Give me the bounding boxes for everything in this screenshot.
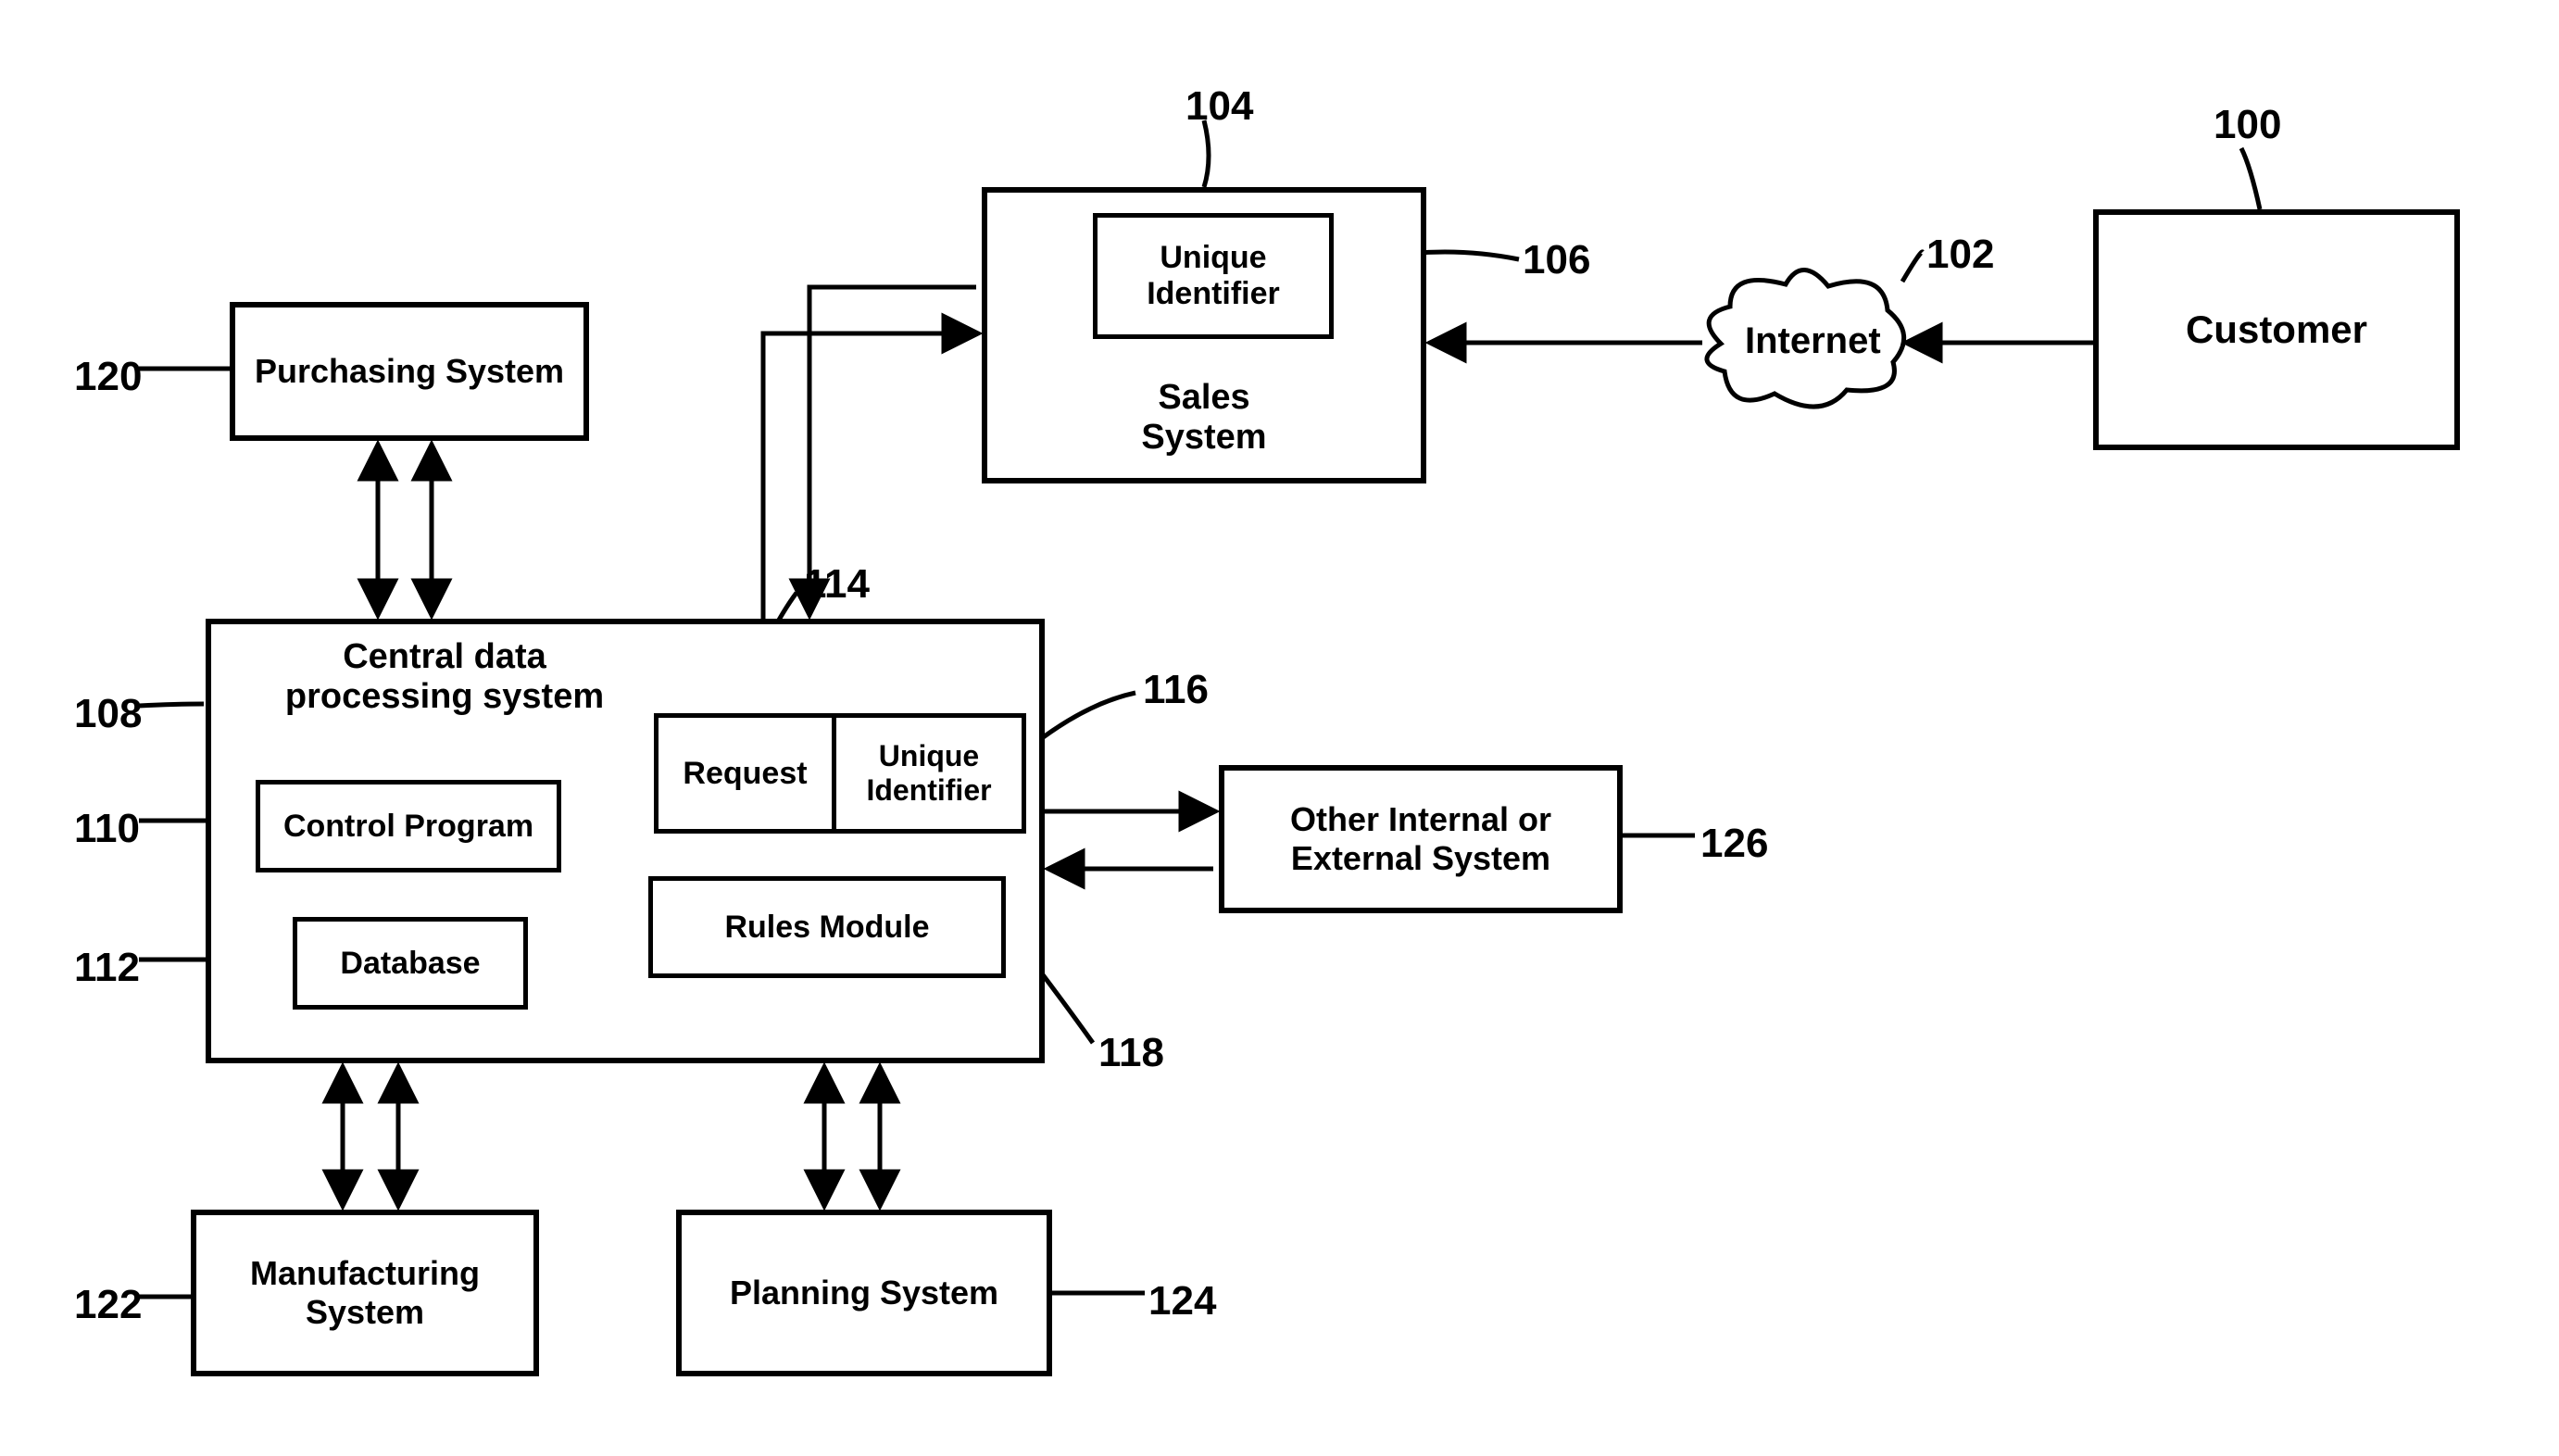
ref-116: 116: [1143, 667, 1209, 713]
ref-126: 126: [1700, 821, 1768, 867]
ref-122: 122: [74, 1282, 142, 1328]
ref-106: 106: [1523, 237, 1590, 283]
internet-label: Internet: [1745, 320, 1881, 362]
manufacturing-system-box: Manufacturing System: [191, 1210, 539, 1376]
system-diagram: Customer Internet Sales System Unique Id…: [0, 0, 2559, 1456]
unique-identifier-box-2: Unique Identifier: [832, 713, 1026, 834]
purchasing-system-box: Purchasing System: [230, 302, 589, 441]
ref-120: 120: [74, 354, 142, 400]
request-box: Request: [654, 713, 832, 834]
planning-system-box: Planning System: [676, 1210, 1052, 1376]
ref-102: 102: [1926, 232, 1994, 278]
unique-identifier-box-1: Unique Identifier: [1093, 213, 1334, 339]
central-system-label: Central data processing system: [285, 637, 604, 716]
ref-110: 110: [74, 806, 140, 852]
ref-104: 104: [1185, 83, 1253, 130]
ref-114: 114: [804, 561, 870, 608]
rules-module-box: Rules Module: [648, 876, 1006, 978]
sales-system-label: Sales System: [1141, 378, 1266, 457]
other-system-box: Other Internal or External System: [1219, 765, 1623, 913]
customer-label: Customer: [2186, 308, 2367, 352]
ref-100: 100: [2214, 102, 2281, 148]
customer-box: Customer: [2093, 209, 2460, 450]
database-box: Database: [293, 917, 528, 1010]
ref-124: 124: [1148, 1278, 1216, 1324]
ref-118: 118: [1098, 1030, 1164, 1076]
ref-108: 108: [74, 691, 142, 737]
control-program-box: Control Program: [256, 780, 561, 872]
ref-112: 112: [74, 945, 140, 991]
